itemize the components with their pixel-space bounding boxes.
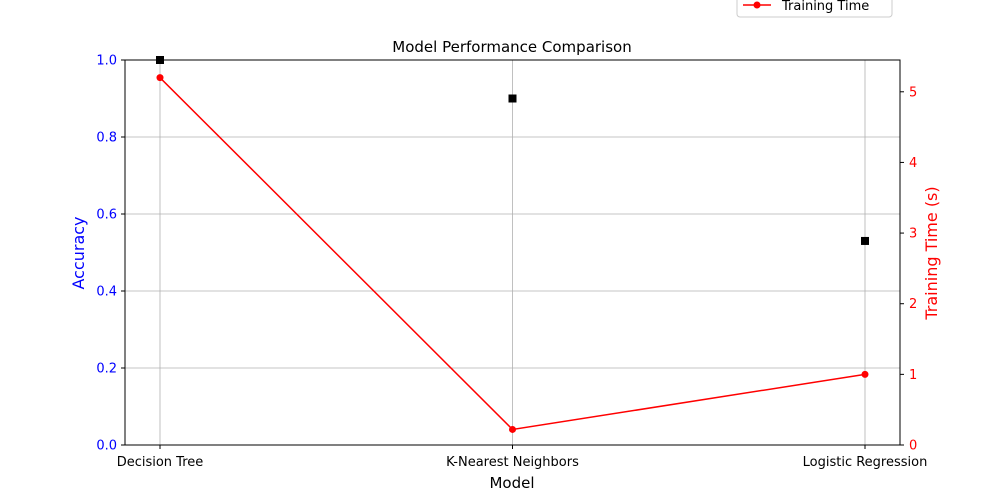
y-right-tick-label-1: 1 <box>909 368 917 383</box>
right-y-axis-ticks: 0 1 2 3 4 5 <box>900 85 917 454</box>
series-0-point-0 <box>156 56 164 64</box>
y-left-tick-label-3: 0.6 <box>96 208 117 223</box>
series-0-point-2 <box>861 236 869 245</box>
legend-label-training-time: Training Time <box>781 0 869 14</box>
x-axis-ticks: Decision Tree K-Nearest Neighbors Logistic… <box>117 445 928 470</box>
y-right-tick-label-5: 5 <box>909 85 917 100</box>
series-1-point-1 <box>509 425 516 433</box>
legend-box <box>736 0 893 18</box>
x-tick-label-2: Logistic Regression <box>803 455 928 470</box>
legend-marker-swatch <box>753 1 761 9</box>
y-right-tick-label-3: 3 <box>909 227 917 242</box>
y-left-tick-label-0: 0.0 <box>96 439 117 454</box>
series-1-point-2 <box>861 370 869 378</box>
right-y-axis-label: Training Time (s) <box>922 186 941 320</box>
y-left-tick-label-1: 0.2 <box>96 362 117 377</box>
y-right-tick-label-4: 4 <box>909 156 917 171</box>
x-tick-label-1: K-Nearest Neighbors <box>446 455 579 470</box>
series-0-point-1 <box>508 94 517 103</box>
legend: Training Time <box>736 0 893 18</box>
left-y-axis-label: Accuracy <box>69 216 88 289</box>
y-left-tick-label-4: 0.8 <box>96 131 117 146</box>
x-axis-label: Model <box>489 474 534 492</box>
y-right-tick-label-0: 0 <box>909 439 917 454</box>
y-left-tick-label-5: 1.0 <box>96 54 117 69</box>
left-y-axis-ticks: 0.0 0.2 0.4 0.6 0.8 1.0 <box>96 54 125 454</box>
series-1-point-0 <box>156 74 164 82</box>
y-right-tick-label-2: 2 <box>909 297 917 312</box>
series-layer <box>156 56 869 433</box>
y-left-tick-label-2: 0.4 <box>96 285 117 300</box>
x-tick-label-0: Decision Tree <box>117 455 204 470</box>
chart-title: Model Performance Comparison <box>392 38 631 56</box>
